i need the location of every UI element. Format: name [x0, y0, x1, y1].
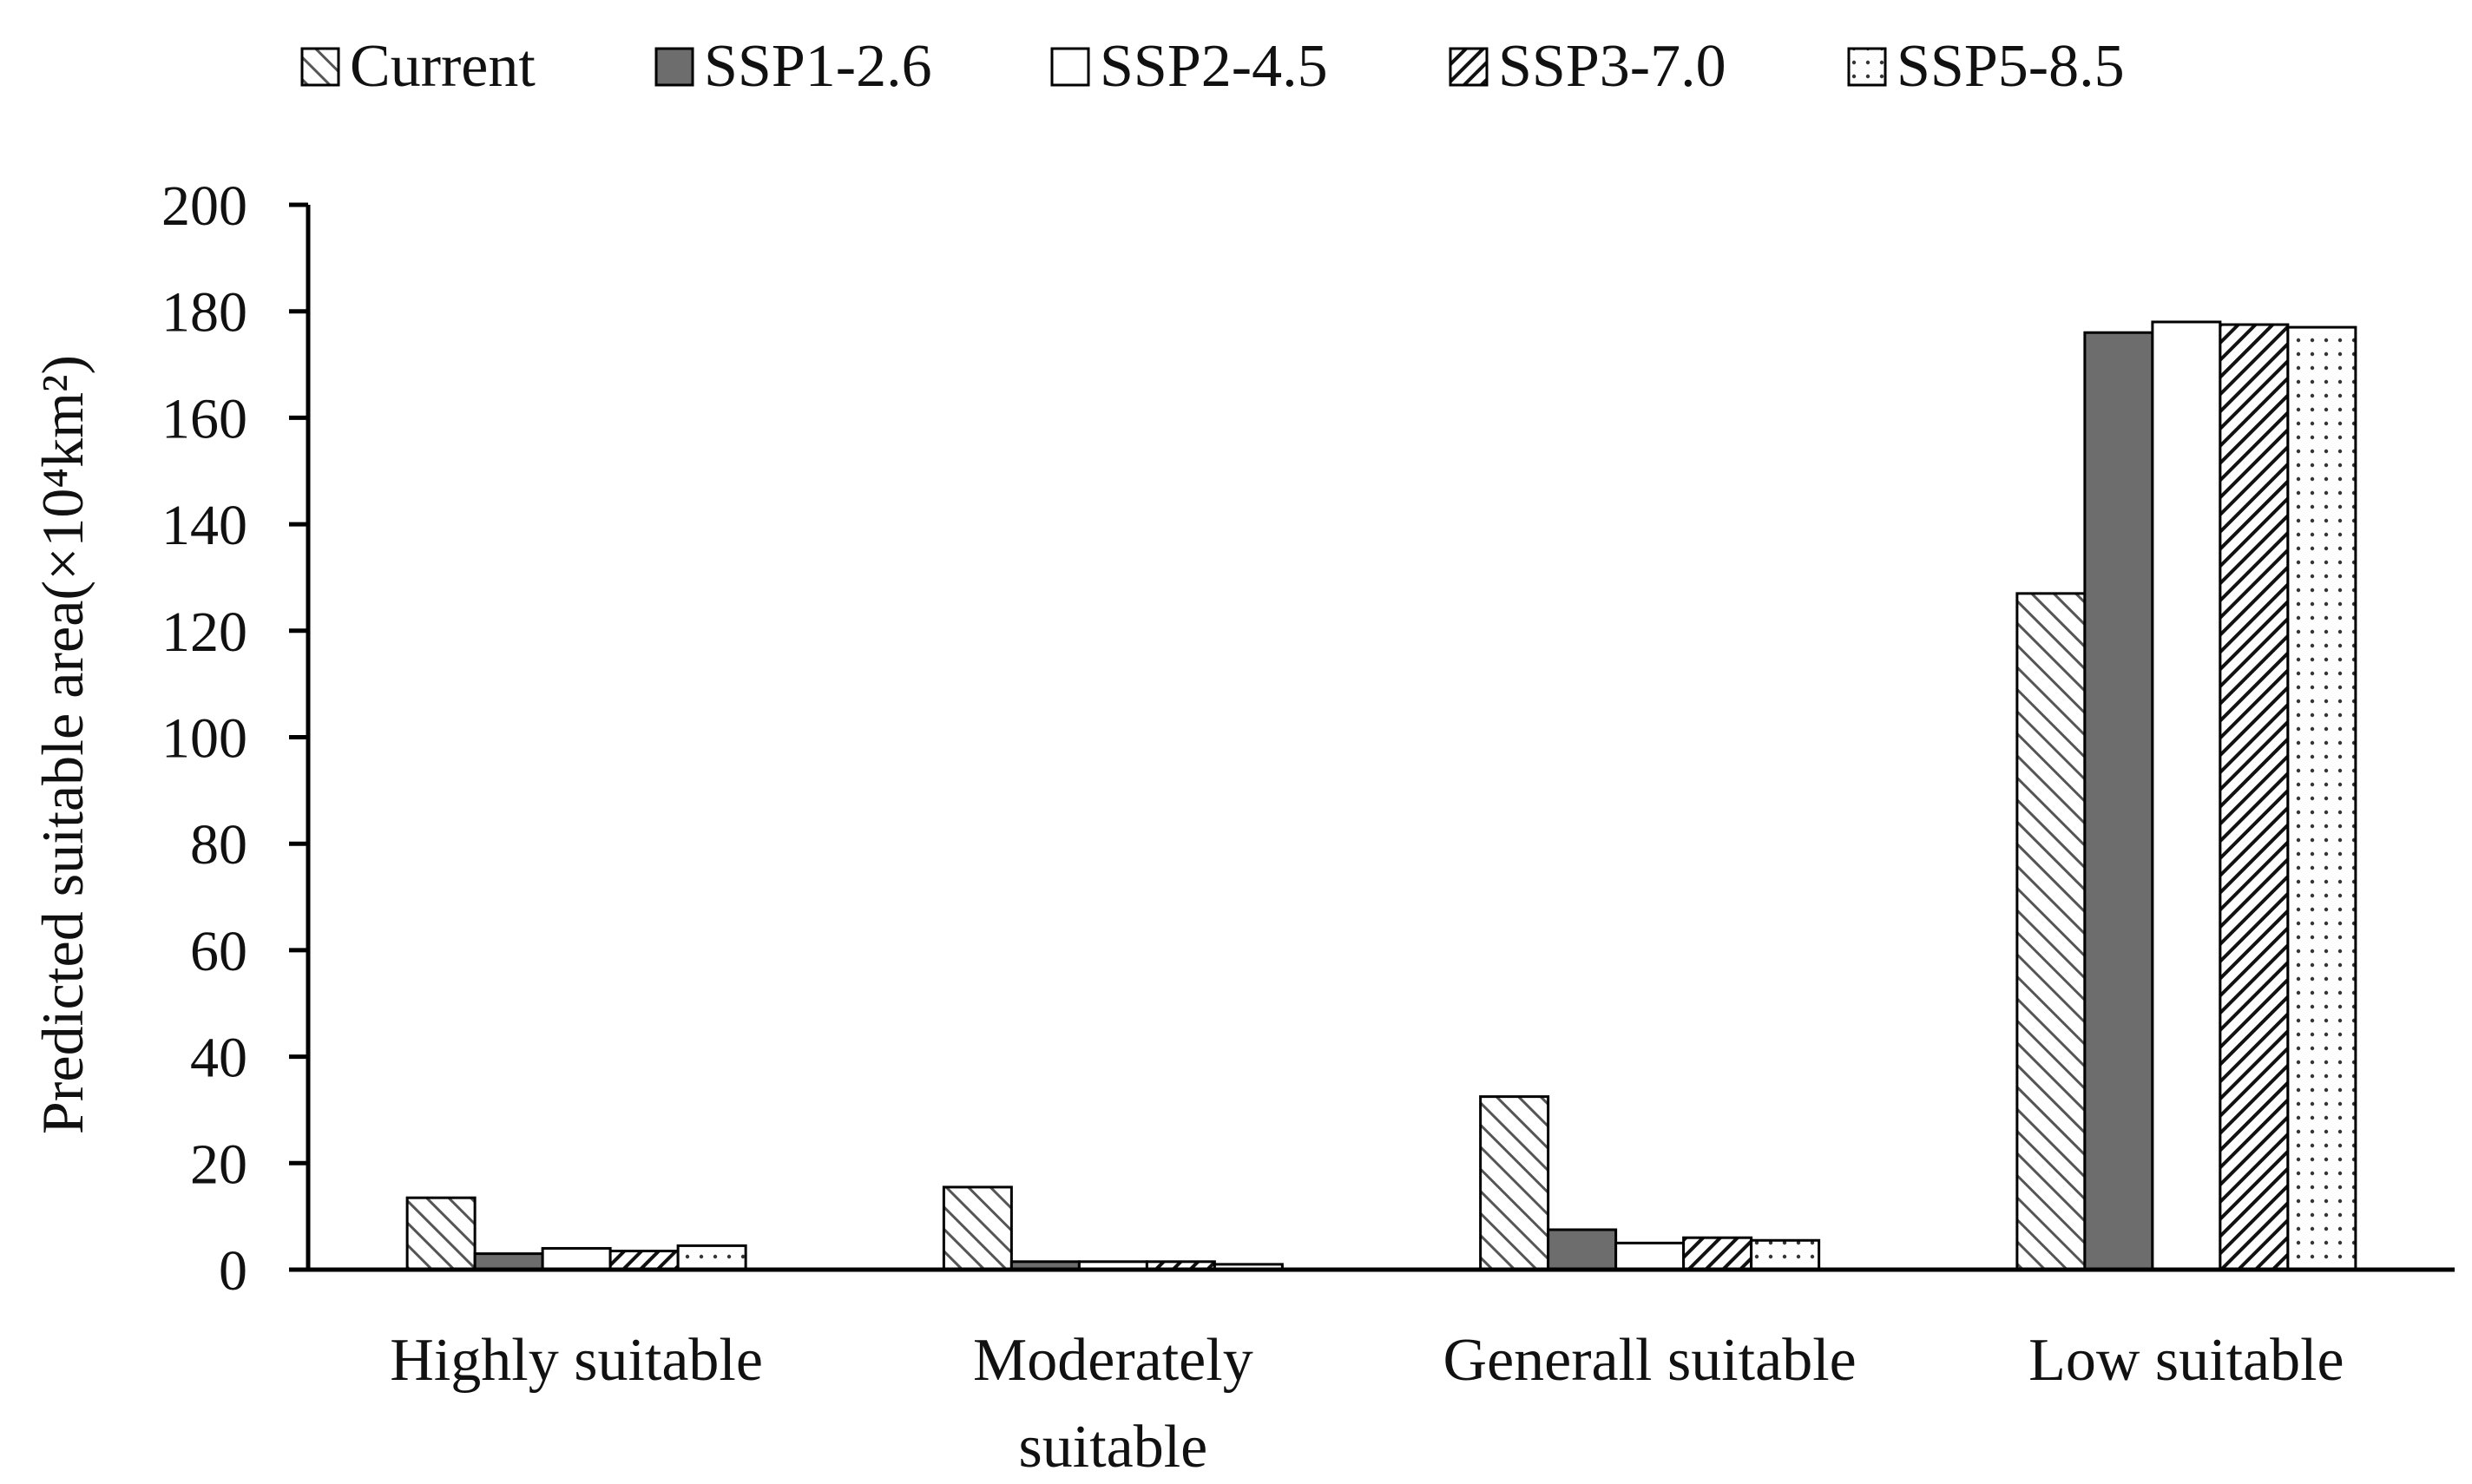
- x-category-label-low-suitable: Low suitable: [2028, 1327, 2344, 1394]
- y-tick-label-140: 140: [161, 494, 247, 557]
- bar-ssp1-2-6-highly-suitable: [473, 1252, 544, 1271]
- bar-current-moderately-suitable: [942, 1185, 1013, 1271]
- y-axis-title: Predicted suitable area(×10⁴km²): [30, 355, 95, 1134]
- bars: [405, 320, 2357, 1271]
- y-tick-label-200: 200: [161, 174, 247, 238]
- bar-ssp3-7-0-generall-suitable: [1682, 1236, 1753, 1271]
- y-tick-label-120: 120: [161, 601, 247, 664]
- y-tick-label-0: 0: [219, 1239, 247, 1303]
- legend-label-ssp5-8-5: SSP5-8.5: [1897, 33, 2125, 100]
- y-tick-label-20: 20: [190, 1133, 247, 1196]
- bar-ssp1-2-6-generall-suitable: [1547, 1228, 1618, 1271]
- bar-ssp2-4-5-generall-suitable: [1614, 1241, 1686, 1271]
- y-tick-label-100: 100: [161, 707, 247, 771]
- bar-ssp2-4-5-highly-suitable: [541, 1246, 612, 1271]
- x-category-label-suitable: suitable: [1019, 1414, 1208, 1481]
- bar-ssp3-7-0-low-suitable: [2219, 323, 2290, 1271]
- legend: Current SSP1-2.6 SSP2-4.5 SSP3-7.0 SSP5-8.5: [300, 33, 2125, 100]
- x-category-label-moderately: Moderately: [973, 1327, 1253, 1394]
- x-axis-labels: Highly suitable Moderately suitable General…: [390, 1327, 2344, 1481]
- y-tick-label-60: 60: [190, 920, 247, 983]
- bar-ssp2-4-5-low-suitable: [2151, 320, 2222, 1271]
- x-category-label-generall-suitable: Generall suitable: [1443, 1327, 1857, 1394]
- legend-label-ssp2-4-5: SSP2-4.5: [1100, 33, 1328, 100]
- legend-swatch-ssp2-4-5: [1050, 47, 1090, 87]
- legend-label-ssp1-2-6: SSP1-2.6: [704, 33, 932, 100]
- y-tick-label-80: 80: [190, 813, 247, 877]
- y-tick-label-160: 160: [161, 387, 247, 450]
- bar-ssp1-2-6-low-suitable: [2083, 331, 2154, 1271]
- bar-current-low-suitable: [2015, 592, 2087, 1271]
- bar-ssp3-7-0-highly-suitable: [608, 1250, 680, 1271]
- bar-current-generall-suitable: [1479, 1095, 1550, 1271]
- y-tick-label-180: 180: [161, 281, 247, 345]
- x-category-label-highly-suitable: Highly suitable: [390, 1327, 763, 1394]
- bar-ssp5-8-5-generall-suitable: [1750, 1238, 1821, 1271]
- bar-ssp5-8-5-highly-suitable: [676, 1244, 747, 1271]
- legend-label-current: Current: [350, 33, 536, 100]
- y-axis-ticks: 0 20 40 60 80 100 120 140 160 180 200: [161, 174, 308, 1303]
- legend-swatch-ssp3-7-0: [1449, 47, 1489, 87]
- bar-ssp5-8-5-low-suitable: [2286, 325, 2357, 1271]
- y-tick-label-40: 40: [190, 1027, 247, 1090]
- legend-swatch-current: [300, 47, 340, 87]
- legend-swatch-ssp5-8-5: [1847, 47, 1887, 87]
- legend-swatch-ssp1-2-6: [654, 47, 694, 87]
- bar-current-highly-suitable: [405, 1196, 477, 1271]
- legend-label-ssp3-7-0: SSP3-7.0: [1498, 33, 1726, 100]
